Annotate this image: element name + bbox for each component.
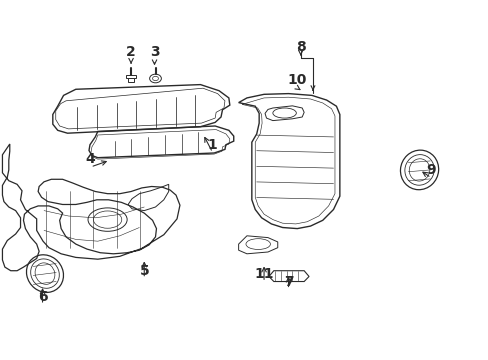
Text: 10: 10: [287, 73, 306, 87]
Text: 5: 5: [139, 264, 149, 278]
Text: 9: 9: [426, 163, 435, 177]
Text: 11: 11: [254, 267, 273, 281]
Text: 1: 1: [207, 138, 217, 152]
Circle shape: [152, 76, 158, 81]
Text: 7: 7: [283, 275, 293, 288]
Circle shape: [149, 74, 161, 83]
Bar: [125, 75, 136, 78]
Text: 8: 8: [295, 40, 305, 54]
Bar: [127, 78, 134, 82]
Text: 2: 2: [126, 45, 136, 59]
Text: 6: 6: [38, 290, 47, 304]
Text: 4: 4: [85, 152, 95, 166]
Text: 3: 3: [149, 45, 159, 59]
